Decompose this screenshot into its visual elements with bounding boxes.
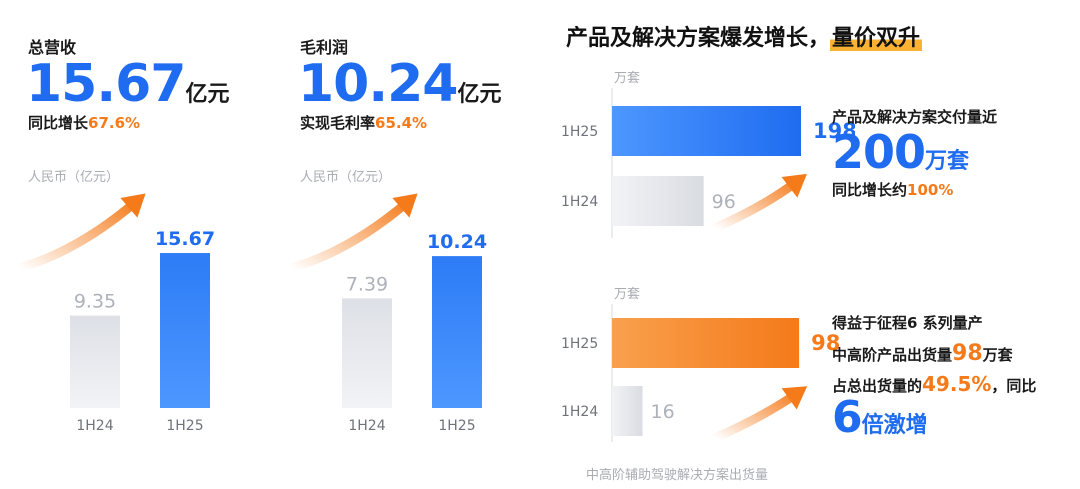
bottom-line3-value: 49.5%: [922, 372, 992, 396]
revenue-value: 15.67: [26, 54, 186, 114]
mid-high-shipment-bar-1H25: [612, 318, 800, 368]
bottom-caption: 中高阶辅助驾驶解决方案出货量: [586, 468, 769, 483]
mid-high-shipment-arrow: [710, 387, 804, 443]
right-title: 产品及解决方案爆发增长，量价双升: [566, 20, 923, 52]
bottom-line2-value: 98: [952, 341, 983, 366]
mid-high-shipment-value-label-1H24: 16: [651, 401, 675, 423]
gross-profit-label: 毛利润: [300, 38, 349, 57]
gross-profit-bar-1H25: [432, 256, 482, 408]
shipment-arrowhead: [781, 173, 807, 198]
gross-profit-arrow: [292, 195, 415, 273]
revenue-unit: 亿元: [185, 82, 230, 107]
bottom-note: 得益于征程6 系列量产 中高阶产品出货量98万套 占总出货量的49.5%，同比 …: [832, 312, 1036, 440]
gross-profit-arrowhead: [392, 193, 418, 218]
mid-high-shipment-arrowhead: [781, 386, 808, 410]
top-note: 产品及解决方案交付量近 200万套 同比增长约100%: [832, 106, 997, 200]
mid-high-shipment-category-1H25: 1H25: [561, 336, 598, 352]
revenue-bar-chart: 9.35 1H24 15.67 1H25: [20, 193, 215, 434]
top-big-value: 200: [832, 125, 926, 179]
shipment-bar-1H24: [612, 176, 704, 226]
revenue-value-label-1H25: 15.67: [155, 228, 215, 250]
mid-high-shipment-bar-1H24: [612, 386, 643, 436]
shipment-unit-label: 万套: [614, 70, 640, 86]
gross-profit-bar-1H24: [342, 298, 392, 408]
revenue-growth: 同比增长67.6%: [28, 112, 140, 133]
gross-margin-prefix: 实现毛利率: [300, 114, 376, 132]
revenue-category-1H24: 1H24: [76, 418, 113, 434]
revenue-category-1H25: 1H25: [166, 418, 203, 434]
gross-profit-value: 10.24: [298, 54, 458, 114]
right-title-highlight: 量价双升: [830, 26, 923, 51]
right-title-main: 产品及解决方案爆发增长，: [566, 26, 831, 51]
shipment-bar-1H25: [612, 106, 801, 156]
revenue-label: 总营收: [28, 38, 77, 57]
revenue-value-label-1H24: 9.35: [74, 291, 116, 313]
shipment-category-1H25: 1H25: [561, 124, 598, 140]
gross-margin: 实现毛利率65.4%: [300, 112, 427, 133]
bottom-big-suffix: 倍激增: [861, 413, 928, 438]
top-growth-prefix: 同比增长约: [832, 181, 908, 199]
bottom-line2-unit: 万套: [982, 346, 1013, 364]
top-note-line1: 产品及解决方案交付量近: [832, 108, 998, 126]
bottom-line3: 占总出货量的49.5%，同比: [832, 372, 1036, 396]
revenue-growth-prefix: 同比增长: [28, 114, 89, 132]
gross-profit-value-label-1H24: 7.39: [346, 273, 388, 295]
gross-profit-axis-unit: 人民币（亿元）: [300, 170, 392, 185]
mid-high-shipment-category-1H24: 1H24: [561, 404, 598, 420]
bottom-line3-prefix: 占总出货量的: [832, 377, 923, 395]
mid-high-shipment-value-label-1H25: 98: [811, 331, 840, 355]
gross-profit-category-1H24: 1H24: [348, 418, 385, 434]
revenue-growth-value: 67.6%: [88, 114, 141, 132]
shipment-category-1H24: 1H24: [561, 194, 598, 210]
gross-profit-bar-chart: 7.39 1H24 10.24 1H25: [292, 193, 487, 434]
revenue-arrowhead: [120, 193, 146, 218]
revenue-axis-unit: 人民币（亿元）: [28, 170, 120, 185]
top-big-line: 200万套: [832, 129, 997, 175]
gross-profit-unit: 亿元: [457, 82, 502, 107]
revenue-bar-1H25: [160, 253, 210, 408]
shipment-value-label-1H24: 96: [712, 191, 736, 213]
top-growth: 同比增长约100%: [832, 179, 997, 200]
gross-profit-headline: 10.24亿元: [298, 58, 502, 110]
mid-high-shipment-unit-label: 万套: [614, 286, 640, 302]
gross-profit-category-1H25: 1H25: [438, 418, 475, 434]
revenue-headline: 15.67亿元: [26, 58, 230, 110]
bottom-big-value: 6: [832, 392, 863, 443]
bottom-line2-prefix: 中高阶产品出货量: [832, 346, 953, 364]
revenue-arrow: [20, 195, 143, 273]
top-big-unit: 万套: [925, 149, 970, 174]
mid-high-shipment-bar-chart: 万套 1H25 98 1H24 16: [561, 286, 840, 443]
revenue-bar-1H24: [70, 315, 120, 408]
bottom-line1: 得益于征程6 系列量产: [832, 314, 983, 332]
top-growth-value: 100%: [907, 181, 954, 199]
gross-profit-value-label-1H25: 10.24: [427, 231, 487, 253]
bottom-big-line: 6倍激增: [832, 396, 1036, 440]
shipment-value-label-1H25: 198: [813, 119, 855, 143]
bottom-line3-suffix: ，同比: [991, 377, 1037, 395]
gross-margin-value: 65.4%: [375, 114, 428, 132]
bottom-line2: 中高阶产品出货量98万套: [832, 341, 1036, 366]
shipment-bar-chart: 万套 1H25 198 1H24 96: [561, 70, 855, 238]
